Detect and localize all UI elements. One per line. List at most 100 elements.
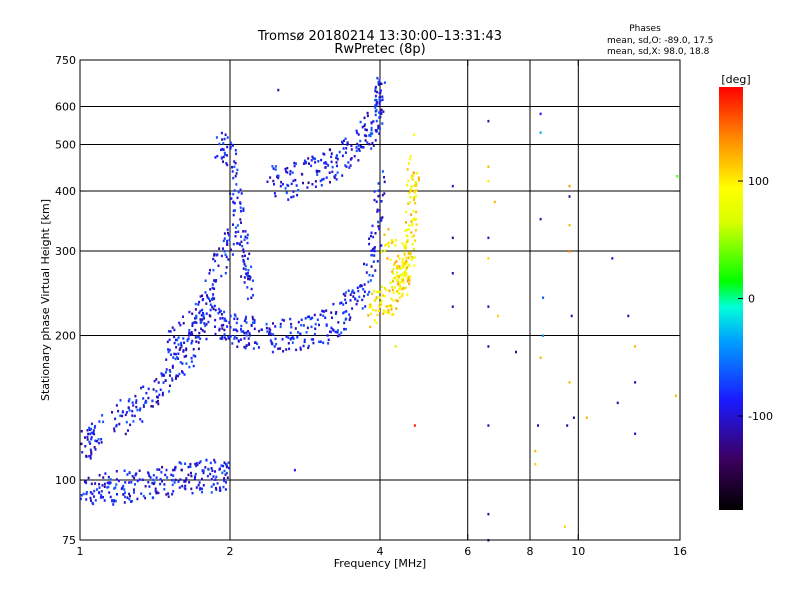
data-point xyxy=(173,335,176,339)
data-point xyxy=(163,483,166,486)
data-point xyxy=(236,242,239,245)
data-point xyxy=(168,348,171,352)
data-point xyxy=(90,452,93,456)
data-point xyxy=(177,357,180,360)
data-point xyxy=(396,264,399,268)
data-point xyxy=(115,470,118,473)
data-point xyxy=(324,166,327,169)
data-point xyxy=(233,202,236,205)
data-point xyxy=(229,326,232,329)
data-point xyxy=(204,291,207,294)
data-point xyxy=(169,374,171,377)
data-point xyxy=(399,274,402,277)
data-point xyxy=(570,314,573,318)
data-point xyxy=(371,253,374,257)
data-point xyxy=(220,148,222,152)
data-point xyxy=(208,272,211,275)
data-point xyxy=(634,432,637,435)
data-point xyxy=(355,146,358,149)
data-point xyxy=(322,310,325,313)
data-point xyxy=(243,238,246,241)
data-point xyxy=(224,338,227,341)
data-point xyxy=(242,248,245,251)
data-point xyxy=(325,323,328,326)
data-point xyxy=(383,180,386,184)
data-point xyxy=(201,318,204,321)
data-point xyxy=(350,148,353,151)
data-point xyxy=(356,286,359,289)
data-point xyxy=(387,309,390,312)
data-point xyxy=(363,134,366,137)
x-tick-label: 1 xyxy=(77,545,84,558)
data-point xyxy=(406,240,409,243)
data-point xyxy=(347,289,350,292)
data-point xyxy=(176,356,178,359)
data-point xyxy=(393,261,396,265)
data-point xyxy=(408,224,411,227)
data-point xyxy=(174,352,177,356)
data-point xyxy=(376,210,379,213)
data-point xyxy=(417,176,420,179)
data-point xyxy=(292,337,295,340)
data-point xyxy=(385,288,388,292)
data-point xyxy=(194,462,197,466)
data-point xyxy=(380,108,383,112)
data-point xyxy=(197,347,200,351)
data-point xyxy=(408,263,411,267)
data-point xyxy=(184,480,187,483)
data-point xyxy=(370,126,373,130)
grid xyxy=(80,60,680,540)
data-point xyxy=(220,156,223,159)
data-point xyxy=(225,319,228,323)
data-point xyxy=(304,317,307,320)
data-point xyxy=(242,258,245,262)
data-point xyxy=(362,288,365,291)
data-point xyxy=(290,182,293,186)
data-point xyxy=(403,246,406,250)
data-point xyxy=(157,402,160,406)
data-point xyxy=(357,148,360,151)
data-point xyxy=(117,409,120,413)
data-point xyxy=(350,291,353,294)
data-point xyxy=(85,492,88,496)
data-point xyxy=(213,279,216,282)
data-point xyxy=(125,420,128,424)
data-point xyxy=(412,234,415,237)
data-point xyxy=(170,353,172,356)
data-point xyxy=(227,258,230,261)
data-point xyxy=(94,482,97,485)
data-point xyxy=(103,485,106,488)
data-point xyxy=(350,144,353,147)
data-point xyxy=(412,218,414,222)
data-point xyxy=(89,455,92,458)
data-point xyxy=(398,265,401,268)
data-point xyxy=(267,332,270,336)
data-point xyxy=(408,162,410,165)
data-point xyxy=(539,112,542,116)
data-point xyxy=(284,187,287,190)
data-point xyxy=(321,178,323,181)
data-point xyxy=(97,438,100,441)
data-point xyxy=(170,473,173,477)
data-point xyxy=(242,230,245,233)
data-point xyxy=(361,307,364,310)
data-point xyxy=(405,259,408,263)
data-point xyxy=(223,477,226,480)
data-point xyxy=(202,484,205,487)
data-point xyxy=(100,438,103,441)
data-point xyxy=(142,385,145,388)
data-point xyxy=(100,490,103,493)
data-point xyxy=(379,127,381,130)
data-point xyxy=(245,321,248,324)
data-point xyxy=(113,500,116,503)
data-point xyxy=(188,329,191,332)
data-point xyxy=(303,338,306,342)
data-point xyxy=(266,330,269,333)
data-point xyxy=(344,291,347,294)
data-point xyxy=(407,228,410,231)
data-point xyxy=(104,472,107,475)
data-point xyxy=(371,141,374,145)
data-point xyxy=(271,165,274,168)
data-point xyxy=(205,459,208,462)
data-point xyxy=(229,145,232,148)
